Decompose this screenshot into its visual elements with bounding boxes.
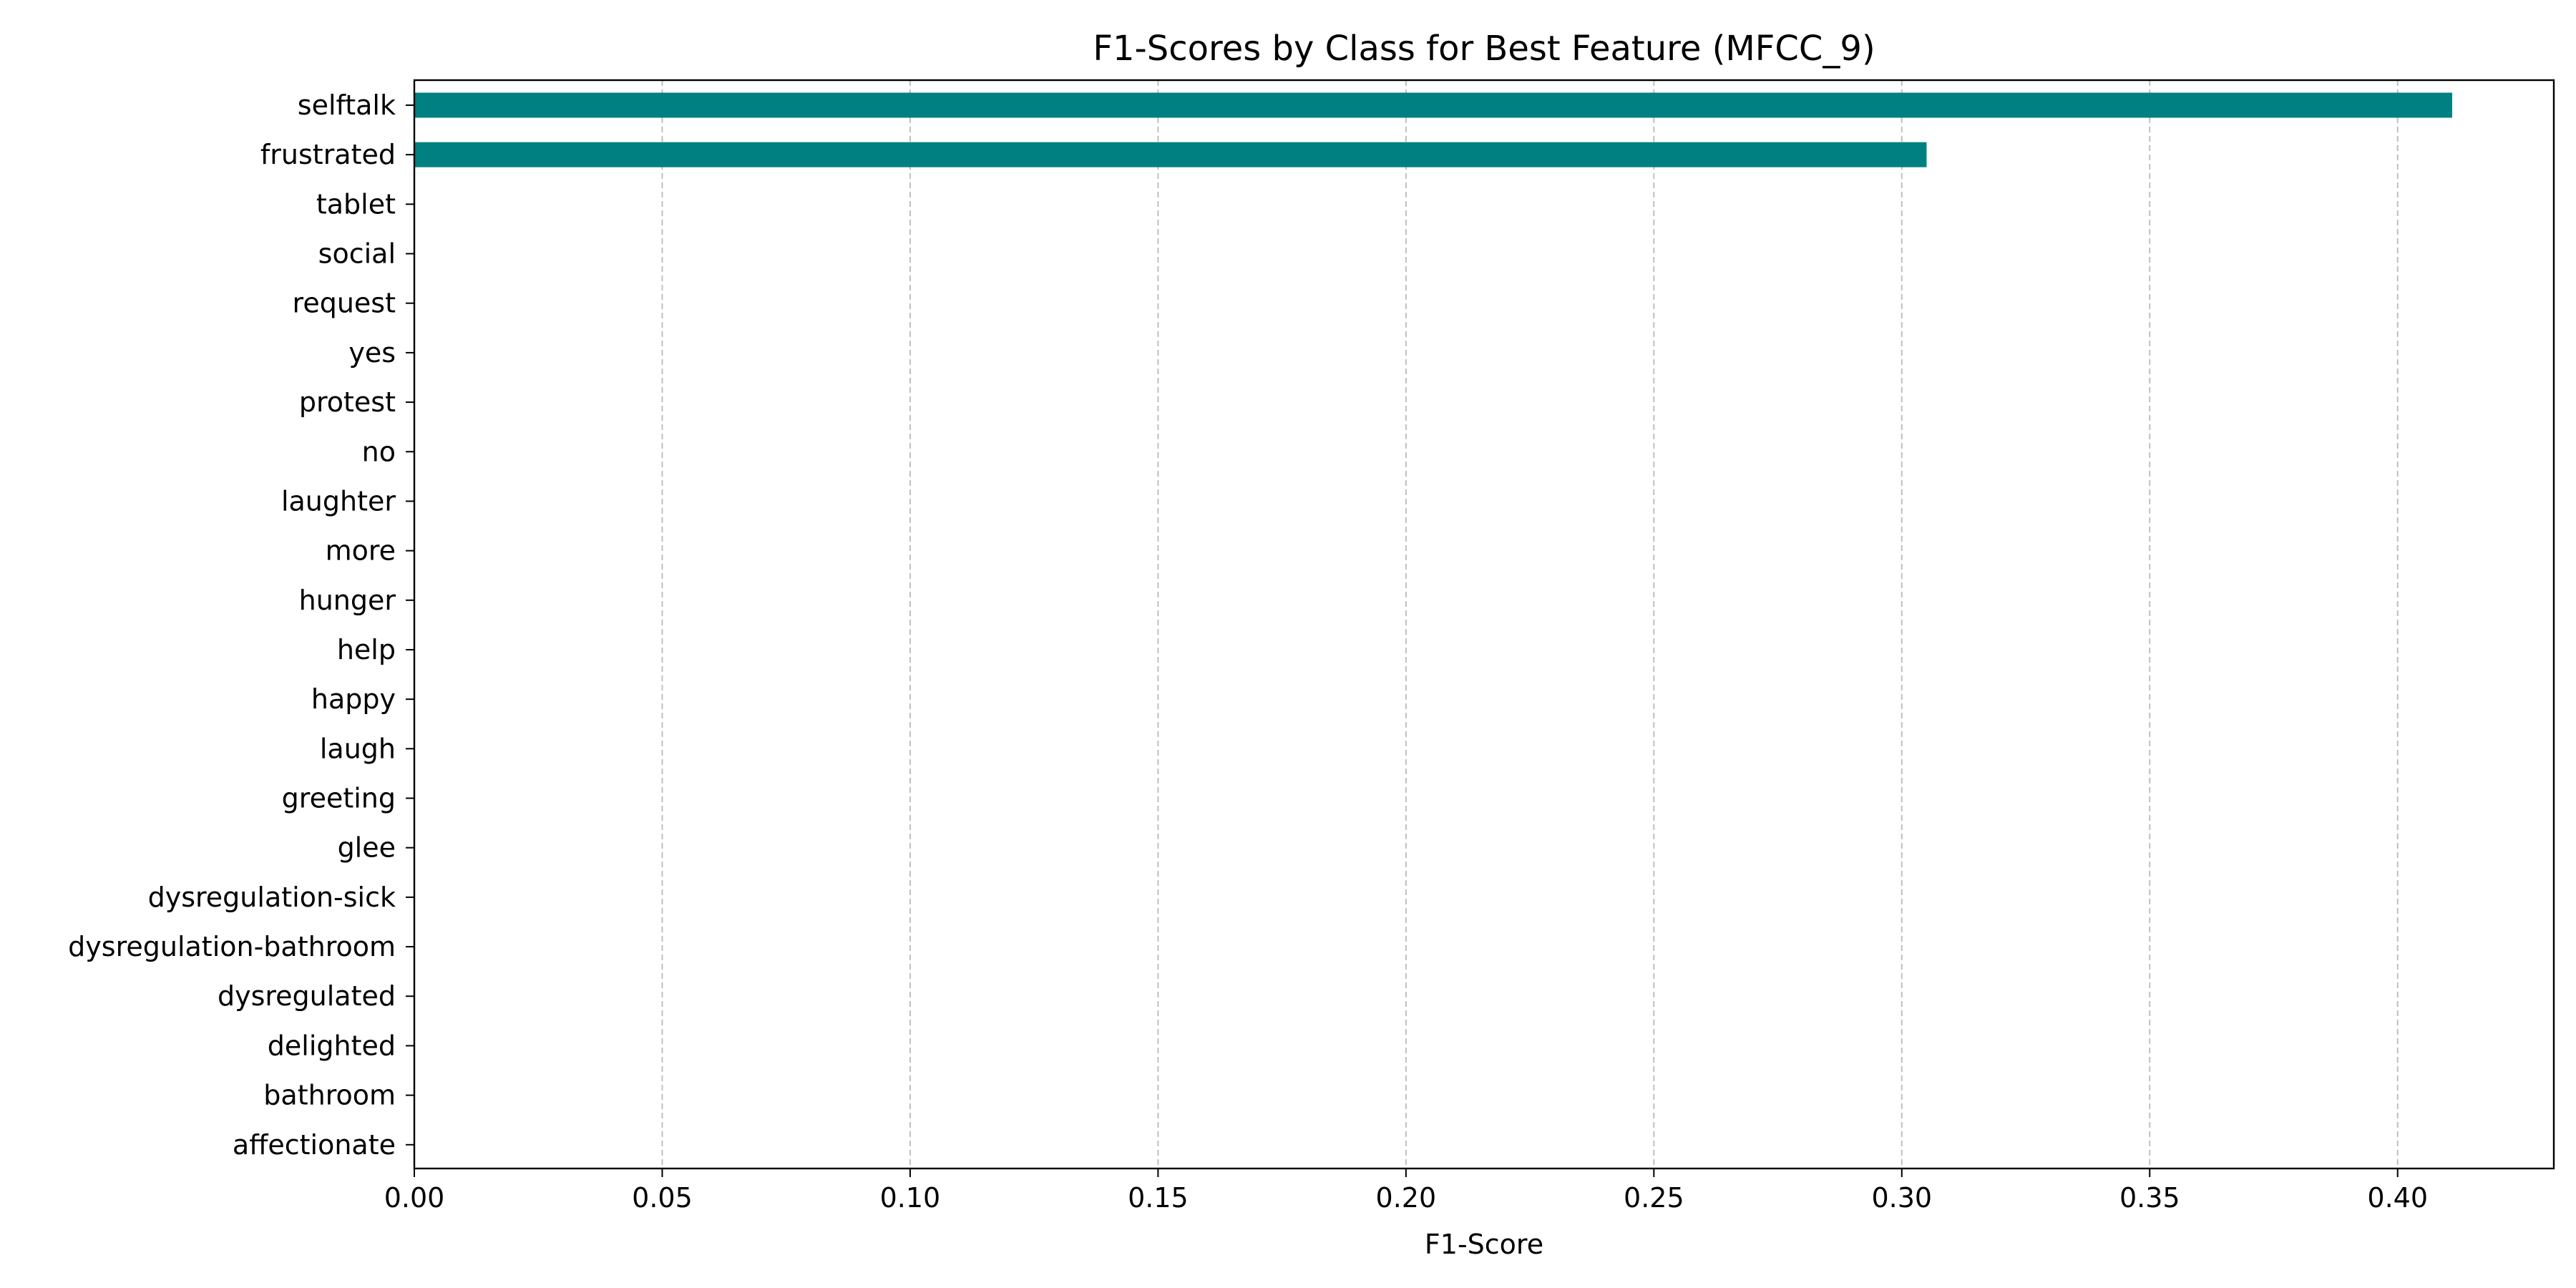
y-axis-ticks: selftalk frustrated tablet social request yes… [68, 89, 414, 1161]
x-tick-label: 0.10 [880, 1182, 941, 1214]
x-tick-label: 0.40 [2367, 1182, 2428, 1214]
x-tick-label: 0.05 [632, 1182, 693, 1214]
x-tick-label: 0.20 [1376, 1182, 1437, 1214]
x-tick-label: 0.00 [384, 1182, 445, 1214]
x-tick-label: 0.15 [1128, 1182, 1189, 1214]
y-tick-label: glee [338, 832, 396, 864]
y-tick-label: happy [311, 683, 396, 715]
x-tick-label: 0.25 [1624, 1182, 1684, 1214]
y-tick-label: help [337, 634, 396, 665]
y-tick-label: tablet [316, 188, 396, 220]
y-tick-label: dysregulation-bathroom [68, 931, 396, 962]
bar [414, 92, 2452, 118]
plot-frame [413, 79, 2555, 1170]
bar [414, 142, 1927, 167]
y-tick-label: dysregulated [218, 980, 396, 1012]
y-tick-label: social [318, 238, 396, 270]
y-tick-label: laughter [281, 485, 396, 517]
y-tick-label: delighted [268, 1030, 396, 1061]
x-axis-ticks: 0.00 0.05 0.10 0.15 0.20 0.25 0.30 0.35 0.40 [384, 1169, 2428, 1214]
grid-lines [661, 80, 2399, 1169]
y-tick-label: greeting [282, 783, 396, 814]
y-tick-label: laugh [320, 733, 396, 764]
y-tick-label: no [362, 436, 396, 467]
y-tick-label: more [326, 535, 396, 567]
y-tick-label: protest [299, 386, 396, 418]
chart-title: F1-Scores by Class for Best Feature (MFC… [1093, 29, 1875, 69]
y-tick-label: bathroom [263, 1080, 396, 1111]
y-tick-label: affectionate [233, 1129, 396, 1161]
y-tick-label: dysregulation-sick [148, 882, 396, 913]
y-tick-label: yes [348, 337, 396, 369]
y-tick-label: selftalk [298, 89, 396, 121]
y-tick-label: frustrated [260, 139, 396, 170]
bars [414, 92, 2452, 167]
y-tick-label: hunger [299, 585, 396, 616]
x-axis-label: F1-Score [1425, 1229, 1543, 1260]
x-tick-label: 0.35 [2119, 1182, 2180, 1214]
x-tick-label: 0.30 [1871, 1182, 1932, 1214]
y-tick-label: request [293, 288, 396, 319]
